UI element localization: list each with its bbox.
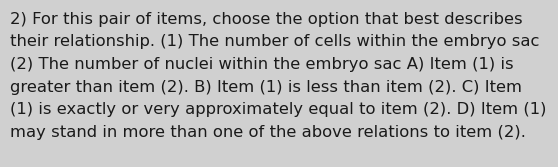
Text: greater than item (2). B) Item (1) is less than item (2). C) Item: greater than item (2). B) Item (1) is le…	[10, 79, 522, 95]
Text: may stand in more than one of the above relations to item (2).: may stand in more than one of the above …	[10, 125, 526, 140]
Text: (2) The number of nuclei within the embryo sac A) Item (1) is: (2) The number of nuclei within the embr…	[10, 57, 514, 72]
Text: (1) is exactly or very approximately equal to item (2). D) Item (1): (1) is exactly or very approximately equ…	[10, 102, 546, 117]
Text: 2) For this pair of items, choose the option that best describes: 2) For this pair of items, choose the op…	[10, 12, 523, 27]
Text: their relationship. (1) The number of cells within the embryo sac: their relationship. (1) The number of ce…	[10, 34, 540, 49]
